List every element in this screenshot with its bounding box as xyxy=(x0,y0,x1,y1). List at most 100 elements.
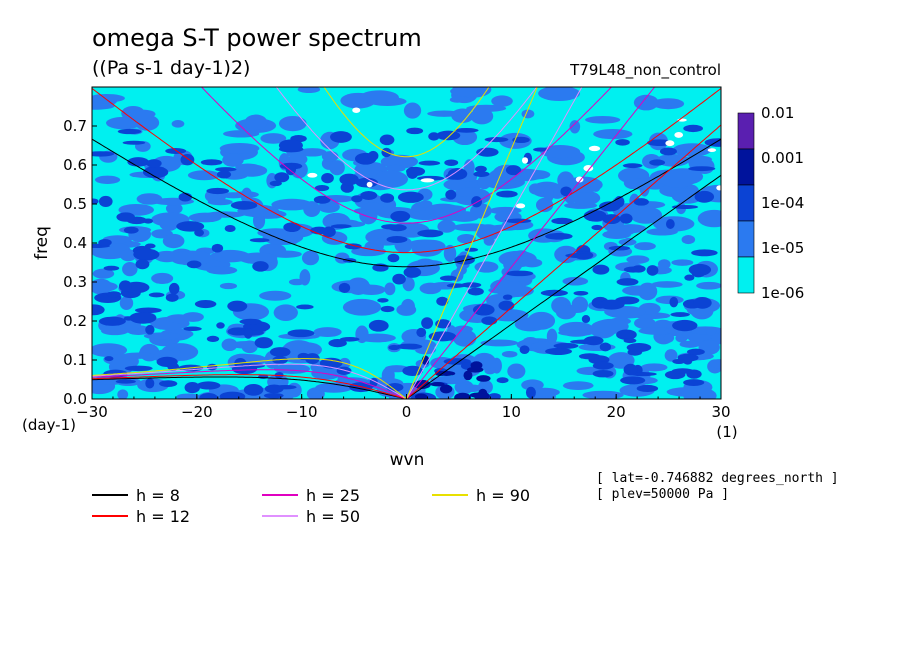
contour-blob xyxy=(165,148,187,155)
contour-blob xyxy=(638,327,674,335)
contour-blob xyxy=(307,172,318,178)
contour-blob xyxy=(454,392,472,399)
y-axis-unit: (day-1) xyxy=(22,416,76,434)
contour-blob xyxy=(401,298,416,315)
contour-blob xyxy=(616,278,639,286)
contour-blob xyxy=(92,281,118,292)
contour-blob xyxy=(388,344,400,351)
contour-blob xyxy=(236,164,268,177)
contour-blob xyxy=(496,190,518,198)
contour-blob xyxy=(659,170,697,188)
contour-blob xyxy=(416,258,435,267)
contour-blob xyxy=(273,304,298,321)
contour-blob xyxy=(414,393,428,399)
contour-blob xyxy=(447,168,468,180)
x-axis-label: wvn xyxy=(390,450,425,470)
contour-blob xyxy=(243,383,264,396)
colorbar-label: 1e-04 xyxy=(761,194,804,212)
contour-blob xyxy=(529,387,560,397)
contour-blob xyxy=(339,173,359,186)
contour-blob xyxy=(688,166,716,172)
dispersion-curves xyxy=(92,87,721,399)
contour-blob xyxy=(620,376,646,385)
contour-blob xyxy=(619,213,633,224)
contour-blob xyxy=(103,265,120,271)
x-tick-label: −10 xyxy=(286,403,318,421)
contour-blob xyxy=(578,353,601,360)
contour-blob xyxy=(395,343,423,350)
contour-blob xyxy=(386,236,408,243)
contour-blob xyxy=(123,316,135,321)
contour-blob xyxy=(269,180,282,187)
contour-blob xyxy=(118,280,132,292)
contour-blob xyxy=(674,132,684,138)
contour-blob xyxy=(616,329,637,340)
contour-blob xyxy=(716,185,721,191)
contour-blob xyxy=(418,160,441,166)
contour-blob xyxy=(657,259,671,270)
contour-blob xyxy=(283,222,301,232)
legend-label-h90: h = 90 xyxy=(476,486,530,505)
contour-blob xyxy=(477,174,492,190)
contour-blob xyxy=(521,258,543,268)
contour-blob xyxy=(538,87,581,102)
contour-blob xyxy=(523,169,551,180)
contour-blob xyxy=(119,249,137,262)
contour-blob xyxy=(162,233,185,249)
dispersion-curve-h12-kelvin xyxy=(406,124,721,399)
contour-blob xyxy=(623,338,637,344)
contour-blob xyxy=(437,220,456,233)
power-contours xyxy=(92,87,721,399)
contour-blob xyxy=(452,223,492,232)
contour-blob xyxy=(269,347,291,357)
contour-blob xyxy=(252,261,269,272)
contour-blob xyxy=(540,289,568,297)
contour-blob xyxy=(558,329,594,337)
contour-blob xyxy=(475,165,487,173)
contour-blob xyxy=(92,151,115,157)
contour-blob xyxy=(634,317,656,330)
contour-blob xyxy=(148,292,165,298)
colorbar-swatch xyxy=(737,220,755,258)
y-tick-label: 0.2 xyxy=(63,312,87,330)
dispersion-curve-h12-rossby xyxy=(92,374,407,399)
contour-blob xyxy=(562,381,594,391)
contour-blob xyxy=(697,209,721,228)
x-tick-label: −30 xyxy=(76,403,108,421)
contour-blob xyxy=(629,206,663,224)
dispersion-curve-h8-gravity xyxy=(92,138,721,268)
contour-blob xyxy=(92,268,115,279)
contour-blob xyxy=(344,243,362,250)
contour-blob xyxy=(458,384,484,393)
x-axis-unit: (1) xyxy=(716,423,737,441)
contour-blob xyxy=(224,224,236,233)
x-axis: −30 −20 −10 0 10 20 30 xyxy=(76,394,731,421)
contour-blob xyxy=(436,130,461,141)
contour-blob xyxy=(220,192,247,199)
contour-blob xyxy=(351,246,387,257)
contour-blob xyxy=(301,250,320,266)
contour-blob xyxy=(271,198,313,211)
contour-blob xyxy=(239,318,262,325)
contour-blob xyxy=(592,264,610,275)
contour-blob xyxy=(397,191,424,203)
contour-blob xyxy=(672,319,698,332)
contour-blob xyxy=(582,390,624,399)
contour-blob xyxy=(200,159,223,166)
contour-blob xyxy=(693,297,712,309)
contour-blob xyxy=(474,261,499,273)
dispersion-curve-h50-rossby xyxy=(92,363,407,399)
contour-blob xyxy=(669,296,679,308)
contour-blob xyxy=(222,153,244,167)
contour-blob xyxy=(515,203,526,209)
contour-blob xyxy=(264,384,284,394)
contour-blob xyxy=(498,300,515,311)
contour-blob xyxy=(142,166,169,179)
contour-blob xyxy=(646,265,659,276)
contour-blob xyxy=(385,164,406,173)
contour-blob xyxy=(263,392,284,399)
y-axis-label: freq xyxy=(32,226,52,260)
contour-blob xyxy=(124,365,153,372)
colorbar-label: 1e-06 xyxy=(761,284,804,302)
contour-blob xyxy=(505,165,522,176)
